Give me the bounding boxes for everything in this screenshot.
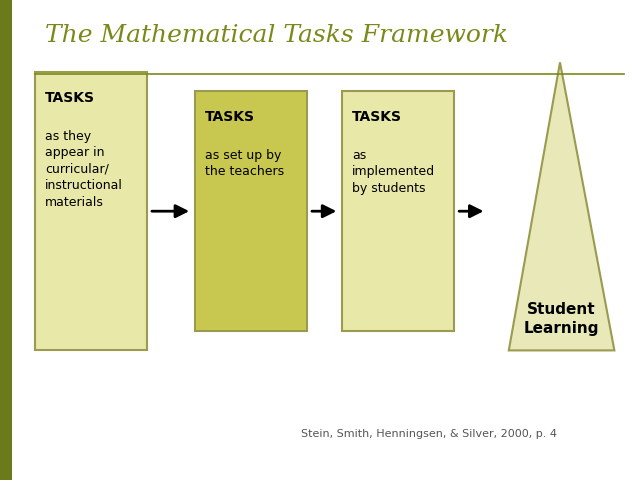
Bar — [0, 0, 12, 480]
Text: Student
Learning: Student Learning — [524, 302, 599, 336]
Text: as
implemented
by students: as implemented by students — [352, 149, 435, 195]
Text: as set up by
the teachers: as set up by the teachers — [205, 149, 284, 178]
Text: TASKS: TASKS — [45, 91, 95, 105]
Text: TASKS: TASKS — [352, 110, 402, 124]
Text: TASKS: TASKS — [205, 110, 255, 124]
Text: as they
appear in
curricular/
instructional
materials: as they appear in curricular/ instructio… — [45, 130, 123, 209]
Bar — [342, 91, 454, 331]
Text: Stein, Smith, Henningsen, & Silver, 2000, p. 4: Stein, Smith, Henningsen, & Silver, 2000… — [301, 429, 557, 439]
Polygon shape — [509, 62, 614, 350]
Text: The Mathematical Tasks Framework: The Mathematical Tasks Framework — [45, 24, 508, 47]
Bar — [195, 91, 307, 331]
Bar — [35, 72, 147, 350]
